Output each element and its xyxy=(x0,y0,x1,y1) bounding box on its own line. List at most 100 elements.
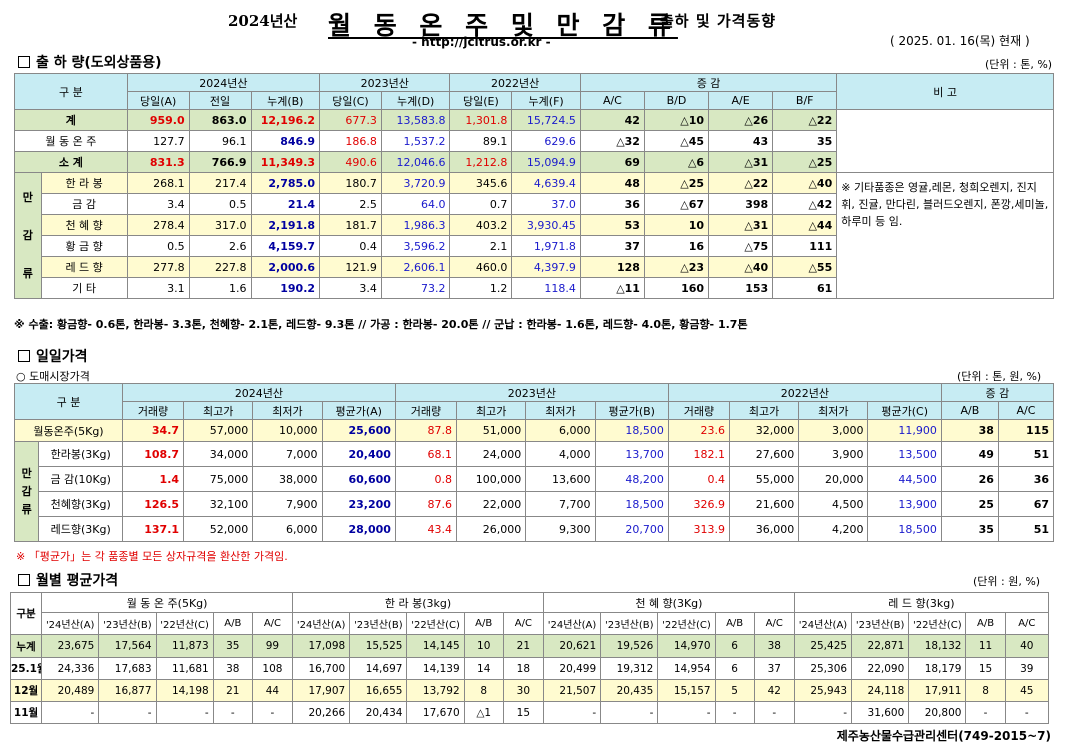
data-cell: 87.6 xyxy=(394,491,458,517)
data-cell: 1,212.8 xyxy=(449,151,513,173)
data-cell: △31 xyxy=(708,214,774,236)
data-cell: 20,489 xyxy=(41,679,100,702)
data-cell: 27,600 xyxy=(728,441,800,467)
daily-price-table: 구 분 2024년산 2023년산 2022년산 증 감 거래량 최고가 최저가 평균… xyxy=(13,383,1055,542)
checkbox-square-icon xyxy=(18,56,30,68)
data-cell: △32 xyxy=(579,130,645,152)
header-change: 증 감 xyxy=(940,383,1055,402)
data-cell: 18,132 xyxy=(908,634,967,658)
data-cell: 32,000 xyxy=(728,419,800,442)
table-row: 천 혜 향 278.4 317.0 2,191.8 181.7 1,986.3 403.2 3… xyxy=(15,214,1054,236)
row-label: 금 감 xyxy=(40,193,128,215)
data-cell: 16,877 xyxy=(98,679,157,702)
data-cell: 863.0 xyxy=(188,109,252,131)
data-cell: 17,907 xyxy=(292,679,351,702)
data-cell: 20,435 xyxy=(600,679,659,702)
data-cell: 277.8 xyxy=(126,256,190,278)
column-header: 누계(D) xyxy=(380,91,451,110)
data-cell: 3,596.2 xyxy=(380,235,451,257)
data-cell: 15 xyxy=(502,701,544,724)
data-cell: 16,700 xyxy=(292,657,351,680)
data-cell: - xyxy=(657,701,716,724)
header-remark: 비 고 xyxy=(836,73,1054,110)
data-cell: 15 xyxy=(965,657,1006,680)
data-cell: 67 xyxy=(997,491,1055,517)
data-cell: 3,000 xyxy=(798,419,869,442)
data-cell: 6 xyxy=(714,657,755,680)
data-cell: 48,200 xyxy=(594,466,669,492)
data-cell: - xyxy=(965,701,1006,724)
data-cell: 24,336 xyxy=(41,657,100,680)
data-cell: 15,525 xyxy=(349,634,408,658)
data-cell: 57,000 xyxy=(183,419,254,442)
data-cell: 37 xyxy=(579,235,645,257)
group-header: 한 라 봉(3kg) xyxy=(292,592,544,613)
column-header: '23년산(B) xyxy=(349,612,408,635)
data-cell: △40 xyxy=(708,256,774,278)
data-cell: 20,700 xyxy=(594,516,669,542)
column-header: '24년산(A) xyxy=(793,612,853,635)
data-cell: 831.3 xyxy=(126,151,190,173)
data-cell: 22,871 xyxy=(851,634,910,658)
data-cell: 2,785.0 xyxy=(250,172,321,194)
data-cell: △75 xyxy=(708,235,774,257)
data-cell: 3,900 xyxy=(798,441,869,467)
column-header: B/F xyxy=(772,91,838,110)
data-cell: △22 xyxy=(708,172,774,194)
shipment-note: ※ 수출: 황금향- 0.6톤, 한라봉- 3.3톤, 천혜향- 2.1톤, 레… xyxy=(14,318,748,331)
data-cell: 108.7 xyxy=(121,441,185,467)
daily-unit: (단위 : 톤, 원, %) xyxy=(957,370,1042,383)
data-cell: 18,500 xyxy=(594,491,669,517)
data-cell: 28,000 xyxy=(321,516,396,542)
data-cell: 1,986.3 xyxy=(380,214,451,236)
column-header: '24년산(A) xyxy=(41,612,100,635)
data-cell: 45 xyxy=(1004,679,1050,702)
data-cell: 160 xyxy=(643,277,710,299)
data-cell: 3.1 xyxy=(126,277,190,299)
data-cell: 43 xyxy=(708,130,774,152)
data-cell: 19,526 xyxy=(600,634,659,658)
column-header: 전일 xyxy=(188,91,252,110)
table-row: 월동온주(5Kg) 34.7 57,000 10,000 25,600 87.8 51,00… xyxy=(14,419,1055,442)
data-cell: 17,683 xyxy=(98,657,157,680)
column-header: 최저가 xyxy=(798,401,869,420)
data-cell: △25 xyxy=(772,151,838,173)
remark-cell xyxy=(836,109,1054,173)
data-cell: 14 xyxy=(463,657,504,680)
data-cell: 227.8 xyxy=(188,256,252,278)
data-cell: △44 xyxy=(772,214,838,236)
as-of-date: ( 2025. 01. 16(목) 현재 ) xyxy=(890,34,1030,48)
data-cell: 9,300 xyxy=(525,516,596,542)
table-row: 월 동 온 주 127.7 96.1 846.9 186.8 1,537.2 89.1 629… xyxy=(14,130,1054,152)
data-cell: 2.6 xyxy=(188,235,252,257)
data-cell: 14,970 xyxy=(657,634,716,658)
column-header: 최고가 xyxy=(183,401,254,420)
table-row: 금 감(10Kg) 1.4 75,000 38,000 60,600 0.8 100,000… xyxy=(15,466,1055,492)
data-cell: 0.5 xyxy=(126,235,190,257)
column-header: A/C xyxy=(251,612,294,635)
data-cell: 34,000 xyxy=(183,441,254,467)
data-cell: 25,425 xyxy=(793,634,853,658)
column-header: B/D xyxy=(643,91,710,110)
data-cell: 217.4 xyxy=(188,172,252,194)
data-cell: △40 xyxy=(772,172,838,194)
data-cell: 26,000 xyxy=(456,516,527,542)
data-cell: 21,600 xyxy=(728,491,800,517)
site-url-link[interactable]: - http://jcitrus.or.kr - xyxy=(412,35,551,49)
column-header: 평균가(A) xyxy=(321,401,396,420)
column-header: A/C xyxy=(997,401,1055,420)
data-cell: 0.4 xyxy=(667,466,730,492)
data-cell: 4,500 xyxy=(798,491,869,517)
data-cell: 4,397.9 xyxy=(511,256,581,278)
data-cell: 460.0 xyxy=(449,256,513,278)
group-header: 월 동 온 주(5Kg) xyxy=(41,592,294,613)
data-cell: 11,900 xyxy=(867,419,942,442)
data-cell: 0.8 xyxy=(394,466,458,492)
data-cell: 16,655 xyxy=(349,679,408,702)
data-cell: 4,000 xyxy=(525,441,596,467)
monthly-price-table: 구분 월 동 온 주(5Kg) 한 라 봉(3kg) 천 혜 향(3Kg) 레 드 향… xyxy=(9,592,1050,724)
checkbox-square-icon xyxy=(18,574,30,586)
data-cell: 6 xyxy=(714,634,755,658)
row-label: 월동온주(5Kg) xyxy=(14,419,123,442)
data-cell: 766.9 xyxy=(188,151,252,173)
